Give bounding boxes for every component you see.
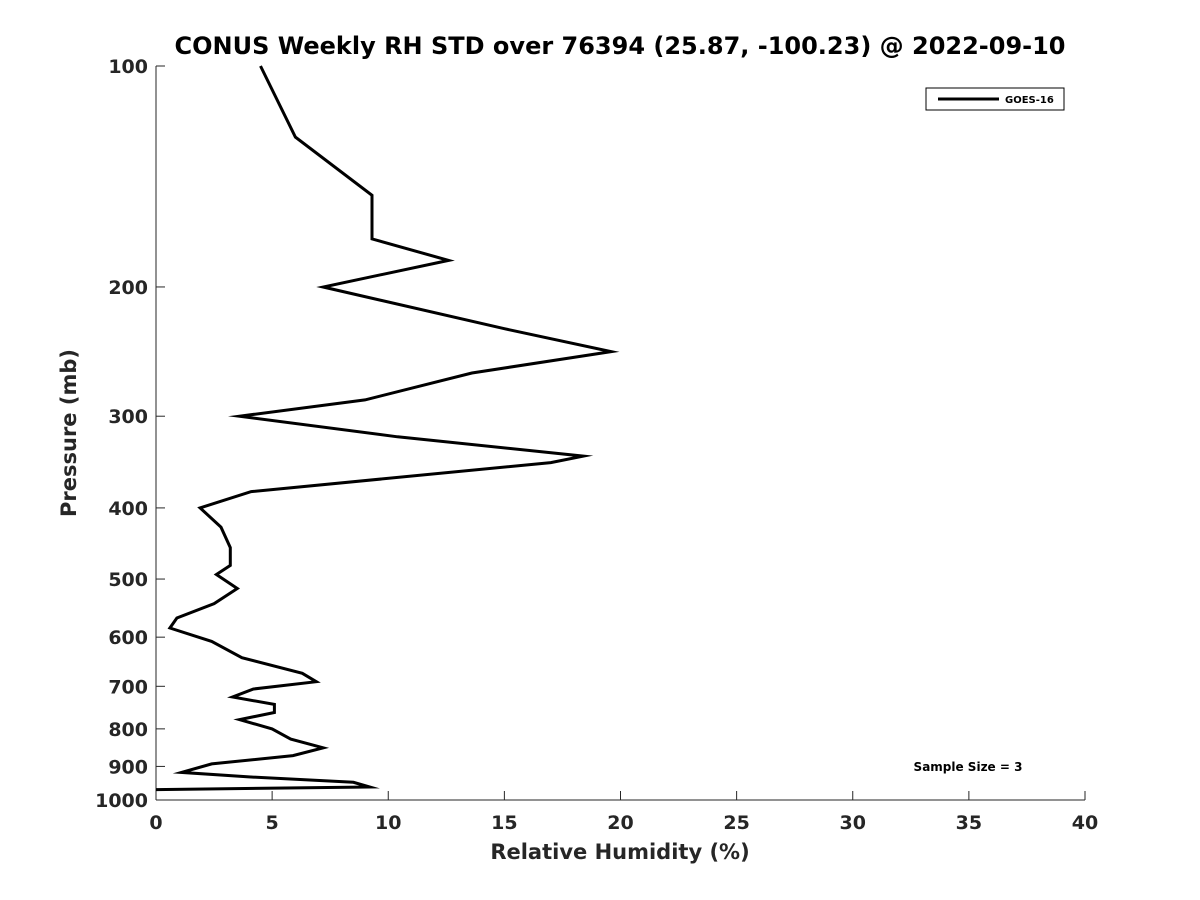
x-tick-label: 0: [149, 812, 162, 834]
y-tick-label: 400: [108, 498, 148, 520]
sample-size-annotation: Sample Size = 3: [914, 760, 1023, 774]
series-line-goes-16: [155, 65, 620, 792]
x-tick-label: 5: [266, 812, 279, 834]
x-tick-label: 40: [1072, 812, 1098, 834]
x-axis-ticks: 0 5 10 15 20 25 30 35 40: [149, 791, 1098, 834]
y-axis-ticks: 100 200 300 400 500 600 700 800 900 1000: [95, 56, 165, 812]
legend: GOES-16: [925, 87, 1065, 111]
y-tick-label: 100: [108, 56, 148, 78]
y-axis-label: Pressure (mb): [57, 349, 81, 517]
chart-title: CONUS Weekly RH STD over 76394 (25.87, -…: [174, 32, 1065, 60]
x-tick-label: 30: [840, 812, 866, 834]
y-tick-label: 500: [108, 569, 148, 591]
y-tick-label: 200: [108, 277, 148, 299]
y-tick-label: 800: [108, 719, 148, 741]
y-tick-label: 900: [108, 756, 148, 778]
x-tick-label: 35: [956, 812, 982, 834]
y-tick-label: 1000: [95, 790, 148, 812]
series-layer: [155, 65, 620, 792]
y-tick-label: 600: [108, 627, 148, 649]
x-axis-label: Relative Humidity (%): [490, 840, 749, 864]
y-tick-label: 300: [108, 406, 148, 428]
x-tick-label: 20: [607, 812, 633, 834]
legend-entry-goes-16: GOES-16: [1005, 95, 1054, 106]
x-tick-label: 25: [723, 812, 749, 834]
y-tick-label: 700: [108, 676, 148, 698]
x-tick-label: 10: [375, 812, 401, 834]
x-tick-label: 15: [491, 812, 517, 834]
